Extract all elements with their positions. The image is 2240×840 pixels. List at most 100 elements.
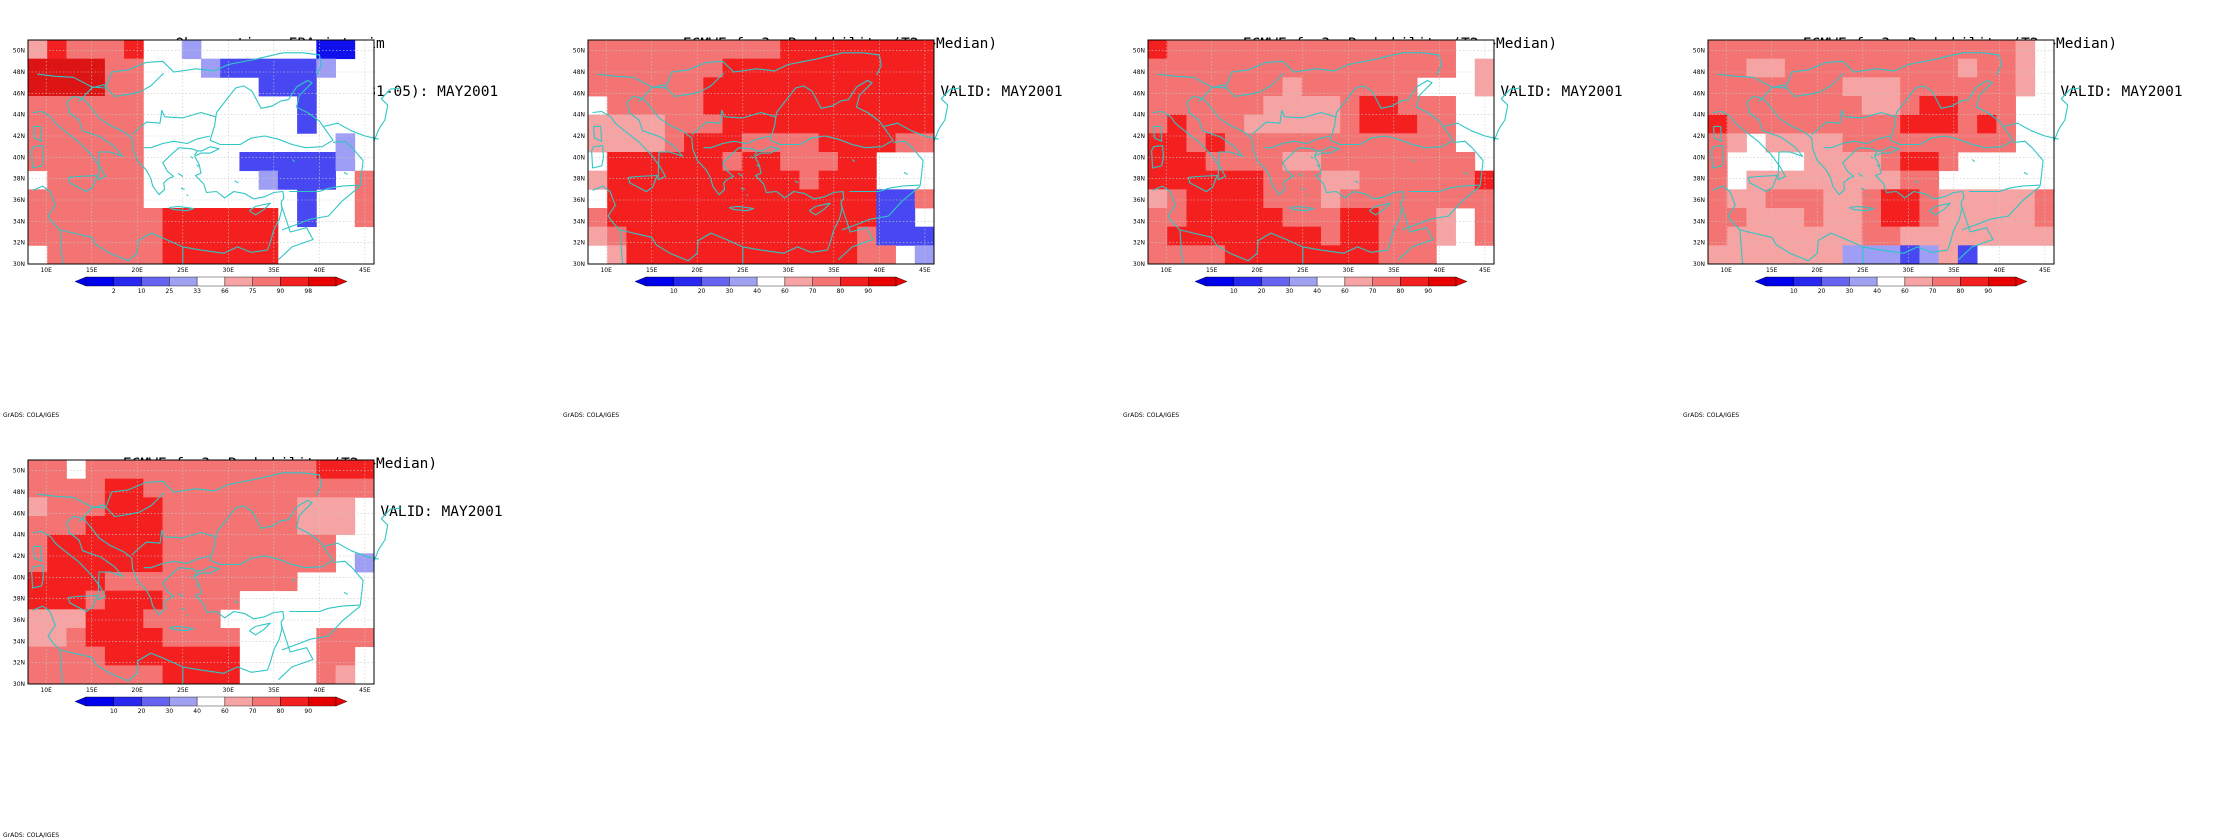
grid-cell <box>220 226 240 246</box>
grid-cell <box>258 460 279 480</box>
grid-cell <box>741 208 762 228</box>
grid-cell <box>1301 58 1322 78</box>
grid-cell <box>780 152 800 172</box>
lat-tick-label: 48N <box>1133 69 1145 76</box>
grid-cell <box>1861 77 1882 97</box>
grid-cell <box>626 133 647 153</box>
grid-cell <box>1436 189 1456 209</box>
coastline <box>248 622 271 636</box>
grid-cell <box>66 96 87 116</box>
grid-cell <box>220 516 240 536</box>
grid-cell <box>722 208 743 228</box>
grid-cell <box>1224 114 1245 134</box>
grid-cell <box>66 665 87 685</box>
grid-cell <box>722 58 743 78</box>
grid-cell <box>1263 58 1283 78</box>
coastline <box>710 147 758 196</box>
grid-cell <box>162 497 183 517</box>
grid-cell <box>1417 152 1437 172</box>
grid-cell <box>741 189 762 209</box>
grid-cell <box>1186 226 1207 246</box>
grid-cell <box>780 77 800 97</box>
coastline <box>168 625 195 632</box>
lat-tick-label: 30N <box>1693 261 1705 268</box>
grid-cell <box>722 226 743 246</box>
coastline <box>1876 164 1881 168</box>
grid-cell <box>297 58 317 78</box>
colorbar-segment <box>673 276 702 287</box>
grid-cell <box>143 646 163 666</box>
grid-cell <box>28 189 48 209</box>
grid-cell <box>799 226 820 246</box>
grid-cell <box>1727 245 1747 265</box>
grid-cell <box>143 478 163 498</box>
grid-cell <box>645 96 666 116</box>
grid-cell <box>799 114 820 134</box>
grid-cell <box>1224 226 1245 246</box>
grid-cell <box>335 478 356 498</box>
grid-cell <box>1474 58 1495 78</box>
grid-cell <box>162 665 183 685</box>
lat-tick-label: 46N <box>1693 90 1705 97</box>
grid-cell <box>1784 114 1805 134</box>
grid-cell <box>162 534 183 554</box>
coastline <box>619 229 624 265</box>
coastline <box>1712 185 1948 262</box>
grid-cell <box>1186 170 1207 190</box>
grid-cell <box>741 245 762 265</box>
colorbar-segment <box>1261 276 1290 287</box>
coastline <box>209 499 334 569</box>
grid-cell <box>703 245 723 265</box>
lat-tick-label: 40N <box>13 574 25 581</box>
grid-cell <box>1397 208 1418 228</box>
colorbar-label: 90 <box>304 708 312 715</box>
grid-cell <box>1224 189 1245 209</box>
grid-cell <box>1823 77 1843 97</box>
grid-cell <box>1746 189 1767 209</box>
grid-cell <box>664 40 685 60</box>
grid-cell <box>28 590 48 610</box>
grid-cell <box>1708 152 1728 172</box>
grid-cell <box>1900 58 1920 78</box>
lon-tick-label: 40E <box>1434 267 1446 274</box>
grid-cell <box>239 516 260 536</box>
grid-cell <box>124 553 144 573</box>
grid-cell <box>1321 114 1341 134</box>
grid-cell <box>124 40 144 60</box>
grid-cell <box>1378 152 1399 172</box>
lat-tick-label: 40N <box>1133 154 1145 161</box>
grid-cell <box>28 516 48 536</box>
colorbar: 2 10 25 33 66 75 90 98 <box>74 276 348 295</box>
grid-cell <box>124 460 144 480</box>
grid-cell <box>1378 58 1399 78</box>
grid-cell <box>1900 133 1920 153</box>
grid-cell <box>1263 226 1283 246</box>
grid-cell <box>607 226 627 246</box>
grid-cell <box>1881 189 1901 209</box>
coastline <box>323 122 379 140</box>
grid-cell <box>1244 77 1264 97</box>
grid-cell <box>85 152 106 172</box>
grid-cell <box>47 628 67 648</box>
grid-cell <box>1244 96 1264 116</box>
grid-cell <box>47 609 67 629</box>
grid-cell <box>645 114 666 134</box>
grid-cell <box>85 226 106 246</box>
grid-cell <box>799 40 820 60</box>
grid-cell <box>1167 40 1187 60</box>
coastlines <box>31 472 402 685</box>
colorbar-segment <box>196 276 226 287</box>
grid-cell <box>1359 226 1380 246</box>
grid-cell <box>1397 77 1418 97</box>
grid-cell <box>66 628 87 648</box>
grid-cell <box>1244 245 1264 265</box>
grid-cell <box>722 189 743 209</box>
grid-cell <box>1263 133 1283 153</box>
panel-forecast-lead-0: ECMWFsf s3: Probability (T2m>Median) Fcs… <box>560 0 1120 420</box>
grid-cell <box>780 208 800 228</box>
grid-cell <box>761 58 781 78</box>
grid-cell <box>85 646 106 666</box>
grid-cell <box>1900 189 1920 209</box>
grid-cell <box>799 58 820 78</box>
grid-cell <box>2015 208 2036 228</box>
